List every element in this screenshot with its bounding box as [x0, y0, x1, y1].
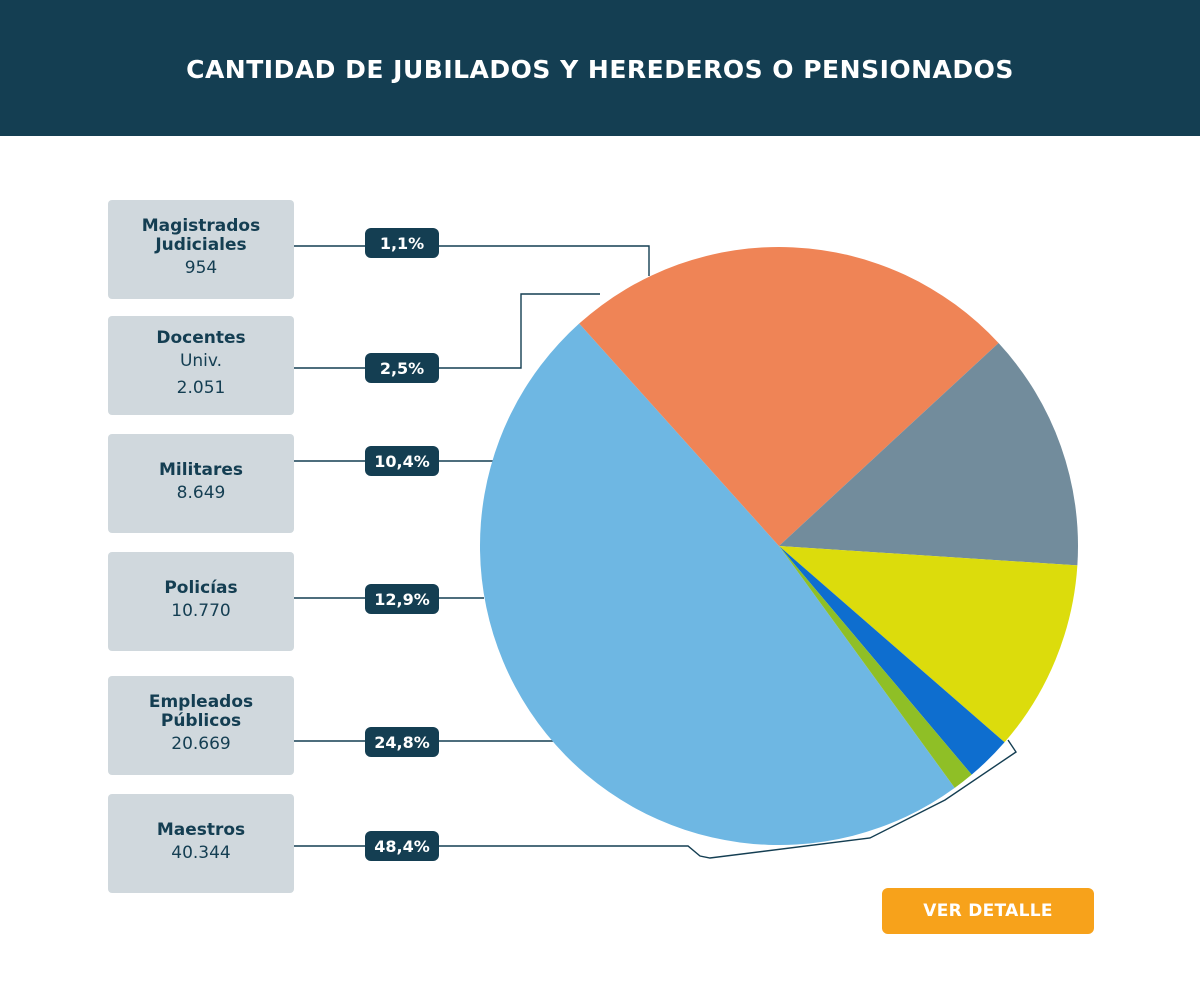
- label-sub: Univ.: [179, 351, 223, 371]
- pct-label-maestros: 48,4%: [365, 831, 439, 861]
- label-value: 40.344: [171, 842, 231, 863]
- label-magistrados-judiciales: Magistrados Judiciales 954: [108, 200, 294, 299]
- pct-label-empleados: 24,8%: [365, 727, 439, 757]
- connector-magistrados: [294, 245, 650, 276]
- slice-maestros: [479, 323, 955, 846]
- header-bar: CANTIDAD DE JUBILADOS Y HEREDEROS O PENS…: [0, 0, 1200, 136]
- label-docentes-univ: Docentes Univ. 2.051: [108, 316, 294, 415]
- pct-label-docentes: 2,5%: [365, 353, 439, 383]
- ver-detalle-button[interactable]: VER DETALLE: [882, 888, 1094, 934]
- pct-label-policias: 12,9%: [365, 584, 439, 614]
- label-value: 2.051: [176, 378, 226, 398]
- label-policias: Policías 10.770: [108, 552, 294, 651]
- pct-label-magistrados: 1,1%: [365, 228, 439, 258]
- slice-empleados-publicos: [579, 246, 999, 546]
- label-value: 8.649: [176, 482, 226, 503]
- label-value: 954: [184, 258, 218, 278]
- label-militares: Militares 8.649: [108, 434, 294, 533]
- pct-label-militares: 10,4%: [365, 446, 439, 476]
- label-empleados-publicos: Empleados Públicos 20.669: [108, 676, 294, 775]
- label-value: 10.770: [171, 600, 231, 621]
- label-name: Militares: [158, 459, 244, 480]
- label-name: Policías: [164, 577, 238, 598]
- connector-maestros: [294, 739, 1017, 859]
- slice-policias: [779, 343, 1078, 566]
- label-value: 20.669: [171, 734, 231, 754]
- slice-magistrados-judiciales: [779, 546, 972, 788]
- label-name: Empleados Públicos: [148, 692, 254, 731]
- page-title: CANTIDAD DE JUBILADOS Y HEREDEROS O PENS…: [186, 55, 1014, 84]
- label-maestros: Maestros 40.344: [108, 794, 294, 893]
- label-name: Docentes: [156, 328, 246, 348]
- label-name: Magistrados Judiciales: [141, 216, 261, 255]
- slice-militares: [779, 546, 1078, 743]
- slice-docentes-univ: [779, 546, 1005, 775]
- label-name: Maestros: [156, 819, 246, 840]
